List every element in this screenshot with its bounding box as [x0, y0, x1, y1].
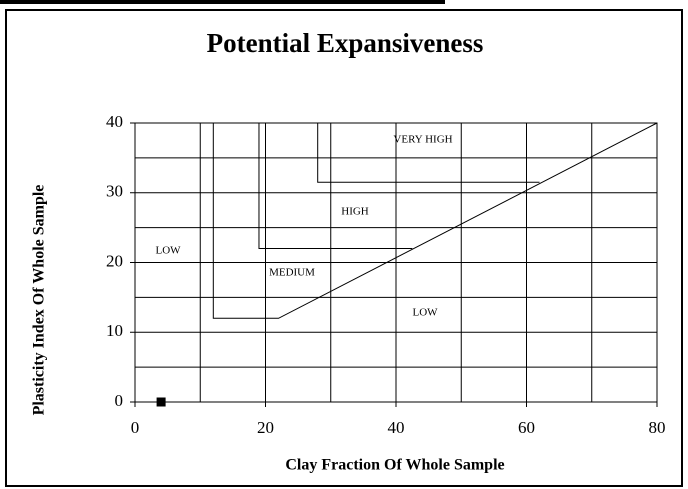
y-tick-label: 20 [106, 251, 123, 270]
boundary-line [317, 123, 540, 183]
y-tick-label: 0 [115, 391, 124, 410]
x-tick-label: 80 [649, 418, 666, 437]
region-label: LOW [412, 307, 438, 319]
region-label: VERY HIGH [393, 134, 452, 146]
frame [5, 9, 683, 487]
data-point [156, 397, 166, 407]
boundary-line [212, 122, 658, 319]
x-tick-label: 20 [257, 418, 274, 437]
x-tick-label: 60 [518, 418, 535, 437]
top-bar [0, 0, 445, 4]
boundary-line [258, 123, 413, 250]
y-tick-label: 40 [106, 112, 123, 131]
x-tick-label: 40 [388, 418, 405, 437]
x-tick-label: 0 [131, 418, 140, 437]
chart-title: Potential Expansiveness [207, 28, 484, 58]
y-tick-label: 30 [106, 182, 123, 201]
y-axis-label: Plasticity Index Of Whole Sample [31, 185, 48, 416]
y-tick-label: 10 [106, 321, 123, 340]
region-label: MEDIUM [269, 267, 315, 279]
x-axis-label: Clay Fraction Of Whole Sample [285, 457, 504, 474]
region-label: LOW [155, 245, 181, 257]
region-label: HIGH [341, 206, 369, 218]
